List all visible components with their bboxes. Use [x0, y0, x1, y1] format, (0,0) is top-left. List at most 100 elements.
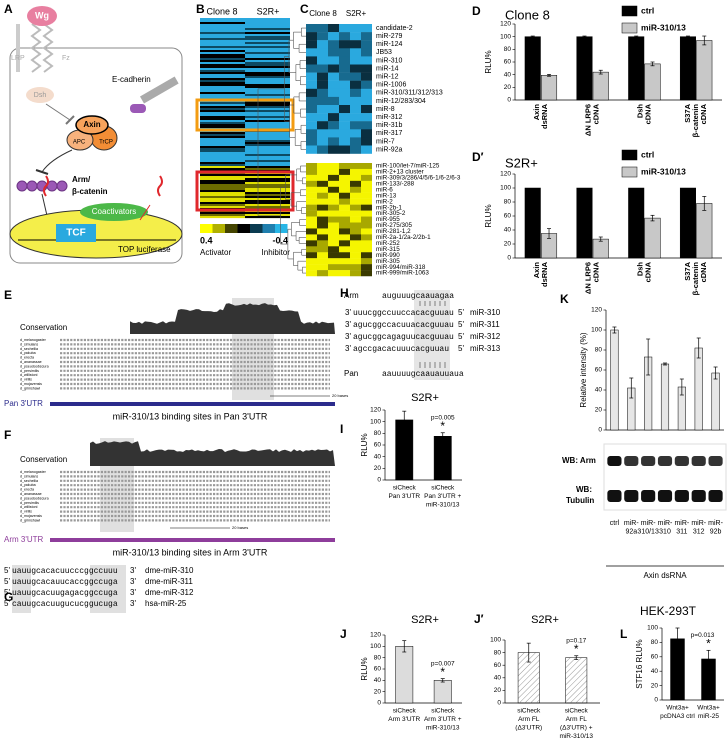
- heatmap-cell: [339, 48, 350, 57]
- label: 60: [504, 59, 512, 66]
- heatmap-cell: [339, 24, 350, 33]
- label: Arm 3'UTR: [4, 535, 44, 544]
- heatmap-cell: [317, 129, 328, 138]
- label: agucggccacuuacacguuau: [353, 321, 454, 330]
- heatmap-cell: [350, 186, 361, 193]
- heatmap-cell: [350, 121, 361, 130]
- label: siCheck: [517, 708, 541, 715]
- label: cDNA: [699, 261, 708, 282]
- heatmap-cell: [200, 20, 245, 23]
- heatmap-cell: [339, 163, 350, 170]
- heatmap-cell: [317, 80, 328, 89]
- label: D: [472, 4, 481, 18]
- heatmap-cell: [350, 240, 361, 247]
- label: 5': [4, 599, 10, 608]
- label: miR-310/13: [641, 22, 686, 32]
- heatmap-cell: [200, 122, 245, 125]
- heatmap-cell: [339, 210, 350, 217]
- heatmap-cell: [350, 113, 361, 122]
- heatmap-cell: [317, 96, 328, 106]
- heatmap-cell: [200, 206, 245, 209]
- label: d_ananassae: [20, 492, 42, 496]
- heatmap-cell: [245, 194, 290, 197]
- heatmap-cell: [361, 168, 372, 176]
- heatmap-cell: [339, 264, 350, 271]
- heatmap-cell: [200, 164, 245, 167]
- heatmap-cell: [361, 163, 372, 170]
- label: S37A: [683, 103, 692, 122]
- heatmap-cell: [245, 86, 290, 89]
- heatmap-cell: [200, 94, 245, 97]
- heatmap-cell: [245, 50, 290, 53]
- heatmap-cell: [306, 48, 317, 57]
- blot-band: [641, 490, 656, 502]
- label: miR-275/305: [376, 222, 413, 229]
- label: 5': [458, 332, 464, 341]
- heatmap-cell: [200, 144, 245, 147]
- heatmap-cell: [306, 72, 317, 81]
- label: *: [574, 642, 579, 656]
- heatmap-cell: [317, 234, 328, 241]
- heatmap-cell: [245, 162, 290, 165]
- label: p=0.005: [431, 414, 455, 421]
- heatmap-cell: [200, 162, 245, 165]
- heatmap-cell: [245, 34, 290, 37]
- label: Clone 8: [505, 7, 550, 22]
- heatmap-cell: [200, 204, 245, 207]
- label: miR-12/283/304: [376, 98, 426, 105]
- heatmap-cell: [328, 24, 339, 33]
- label: d_yakuba: [20, 351, 36, 355]
- heatmap-cell: [200, 188, 245, 191]
- heatmap-cell: [200, 214, 245, 217]
- label: 20: [374, 688, 382, 695]
- heatmap-cell: [245, 96, 290, 99]
- label: Arm 3'UTR: [388, 716, 420, 723]
- label: 0: [497, 700, 501, 707]
- label: dsRNA: [540, 261, 549, 287]
- heatmap-cell: [339, 246, 350, 253]
- label: 40: [595, 387, 603, 394]
- heatmap-cell: [317, 163, 328, 170]
- heatmap-cell: [339, 186, 350, 193]
- utr-line: [50, 538, 335, 542]
- heatmap-cell: [328, 72, 339, 81]
- heatmap-cell: [245, 62, 290, 65]
- label: 80: [651, 639, 659, 646]
- heatmap-cell: [317, 168, 328, 176]
- heatmap-cell: [245, 118, 290, 121]
- heatmap-cell: [306, 252, 317, 259]
- heatmap-cell: [200, 78, 245, 81]
- label: S37A: [683, 261, 692, 280]
- heatmap-cell: [317, 32, 328, 41]
- blot-band: [657, 456, 673, 466]
- label: miR-310: [376, 57, 403, 64]
- label: J: [340, 627, 347, 641]
- label: 80: [494, 649, 502, 656]
- heatmap-cell: [361, 192, 372, 199]
- heatmap-cell: [245, 40, 290, 43]
- label: 0: [377, 477, 381, 484]
- label: miR-92a: [376, 146, 403, 153]
- label: RLU%: [360, 657, 369, 680]
- label: hsa-miR-25: [145, 599, 187, 608]
- heatmap-cell: [306, 129, 317, 138]
- heatmap-cell: [306, 216, 317, 223]
- label: cDNA: [699, 103, 708, 124]
- label: 80: [595, 347, 603, 354]
- heatmap-cell: [200, 34, 245, 37]
- heatmap-cell: [339, 129, 350, 138]
- heatmap-cell: [350, 168, 361, 176]
- heatmap-cell: [306, 32, 317, 41]
- label: F: [4, 428, 11, 442]
- label: siCheck: [431, 485, 455, 492]
- heatmap-cell: [328, 216, 339, 223]
- label: siCheck: [393, 708, 417, 715]
- heatmap-cell: [306, 64, 317, 73]
- label: β-catenin: [72, 187, 108, 196]
- heatmap-cell: [245, 184, 290, 187]
- heatmap-cell: [245, 60, 290, 63]
- heatmap-cell: [306, 56, 317, 65]
- label: 20: [504, 84, 512, 91]
- heatmap-cell: [361, 129, 372, 138]
- heatmap-cell: [328, 198, 339, 205]
